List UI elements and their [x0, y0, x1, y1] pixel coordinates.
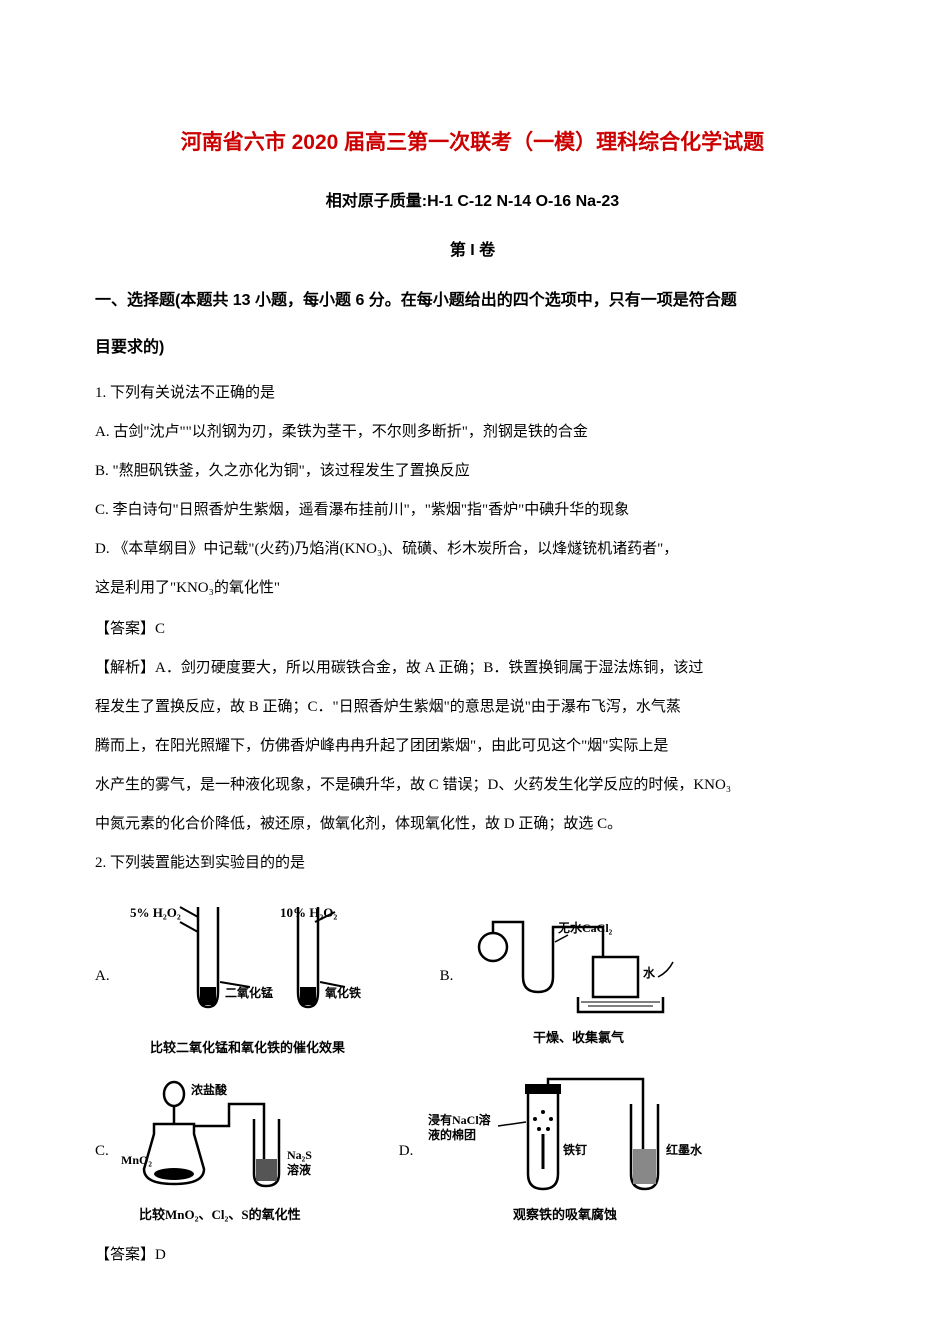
q2-stem: 2. 下列装置能达到实验目的的是: [95, 847, 850, 880]
diagram-c-na2s: Na₂S: [287, 1148, 312, 1162]
q1-analysis-2: 程发生了置换反应，故 B 正确；C．"日照香炉生紫烟"的意思是说"由于瀑布飞泻，…: [95, 691, 850, 724]
q1-option-d-line1: D. 《本草纲目》中记载"(火药)乃焰消(KNO₃)、硫磺、杉木炭所合，以烽燧铳…: [95, 533, 850, 566]
diagram-a-label-left: 5% H₂O₂: [130, 905, 181, 920]
q1-analysis-4: 水产生的雾气，是一种液化现象，不是碘升华，故 C 错误；D、火药发生化学反应的时…: [95, 769, 850, 802]
q2-option-a-letter: A.: [95, 960, 110, 993]
diagram-row-1: A. 5% H₂O₂ 10% H₂O₂ 二氧化锰 氧化铁 比较二氧化锰和氧化铁的…: [95, 892, 850, 1062]
diagram-d-svg: 浸有NaCl溶 液的棉团 铁钉 红墨水 观察铁的吸氧腐蚀: [423, 1074, 733, 1229]
q1-answer: 【答案】C: [95, 613, 850, 646]
diagram-c-caption: 比较MnO₂、Cl₂、S的氧化性: [139, 1207, 301, 1222]
diagram-a-tube1-label: 二氧化锰: [225, 985, 273, 1000]
diagram-c-svg: 浓盐酸 MnO₂ Na₂S 溶液 比较MnO₂、Cl₂、S的氧化性: [119, 1074, 379, 1229]
diagram-c-hcl: 浓盐酸: [191, 1082, 228, 1097]
q1-option-c: C. 李白诗句"日照香炉生紫烟，遥看瀑布挂前川"，"紫烟"指"香炉"中碘升华的现…: [95, 494, 850, 527]
diagram-b: 无水CaCl₂ 水 干燥、收集氯气: [463, 902, 723, 1052]
q1-option-d-line2: 这是利用了"KNO₃的氧化性": [95, 572, 850, 605]
q1-option-a: A. 古剑"沈卢""以剂钢为刃，柔铁为茎干，不尔则多断折"，剂钢是铁的合金: [95, 416, 850, 449]
atomic-mass-subtitle: 相对原子质量:H-1 C-12 N-14 O-16 Na-23: [95, 184, 850, 219]
q2-answer: 【答案】D: [95, 1239, 850, 1272]
diagram-b-caption: 干燥、收集氯气: [533, 1030, 624, 1045]
diagram-d-nacl-2: 液的棉团: [428, 1127, 476, 1142]
diagram-a-tube2-label: 氧化铁: [324, 985, 361, 1000]
diagram-a-label-right: 10% H₂O₂: [280, 905, 337, 920]
diagram-b-svg: 无水CaCl₂ 水 干燥、收集氯气: [463, 902, 723, 1052]
q1-analysis-3: 腾而上，在阳光照耀下，仿佛香炉峰冉冉升起了团团紫烟"，由此可见这个"烟"实际上是: [95, 730, 850, 763]
diagram-c-mno2: MnO₂: [121, 1153, 152, 1167]
diagram-d-nacl-1: 浸有NaCl溶: [428, 1112, 491, 1127]
instruction-line-1: 一、选择题(本题共 13 小题，每小题 6 分。在每小题给出的四个选项中，只有一…: [95, 283, 850, 318]
diagram-a-svg: 5% H₂O₂ 10% H₂O₂ 二氧化锰 氧化铁 比较二氧化锰和氧化铁的催化效…: [120, 892, 390, 1062]
q2-option-c-letter: C.: [95, 1135, 109, 1168]
q1-analysis-5: 中氮元素的化合价降低，被还原，做氧化剂，体现氧化性，故 D 正确；故选 C。: [95, 808, 850, 841]
diagram-b-water: 水: [643, 965, 656, 980]
diagram-c: 浓盐酸 MnO₂ Na₂S 溶液 比较MnO₂、Cl₂、S的氧化性: [119, 1074, 379, 1229]
diagram-d-ink: 红墨水: [666, 1142, 703, 1157]
q1-stem: 1. 下列有关说法不正确的是: [95, 377, 850, 410]
q2-option-b-letter: B.: [440, 960, 454, 993]
diagram-d-nail: 铁钉: [563, 1142, 587, 1157]
diagram-a-caption: 比较二氧化锰和氧化铁的催化效果: [150, 1040, 345, 1055]
diagram-d: 浸有NaCl溶 液的棉团 铁钉 红墨水 观察铁的吸氧腐蚀: [423, 1074, 733, 1229]
diagram-row-2: C. 浓盐酸 MnO₂ Na₂S 溶液 比较MnO₂、Cl₂、S的氧化性 D.: [95, 1074, 850, 1229]
q1-analysis-1: 【解析】A．剑刃硬度要大，所以用碳铁合金，故 A 正确；B．铁置换铜属于湿法炼铜…: [95, 652, 850, 685]
section-1-label: 第 I 卷: [95, 233, 850, 268]
q1-option-b: B. "熬胆矾铁釜，久之亦化为铜"，该过程发生了置换反应: [95, 455, 850, 488]
diagram-d-caption: 观察铁的吸氧腐蚀: [513, 1207, 617, 1222]
exam-title: 河南省六市 2020 届高三第一次联考（一模）理科综合化学试题: [95, 120, 850, 166]
diagram-a: 5% H₂O₂ 10% H₂O₂ 二氧化锰 氧化铁 比较二氧化锰和氧化铁的催化效…: [120, 892, 390, 1062]
instruction-line-2: 目要求的): [95, 330, 850, 365]
q2-option-d-letter: D.: [399, 1135, 414, 1168]
diagram-c-sol: 溶液: [287, 1162, 311, 1177]
